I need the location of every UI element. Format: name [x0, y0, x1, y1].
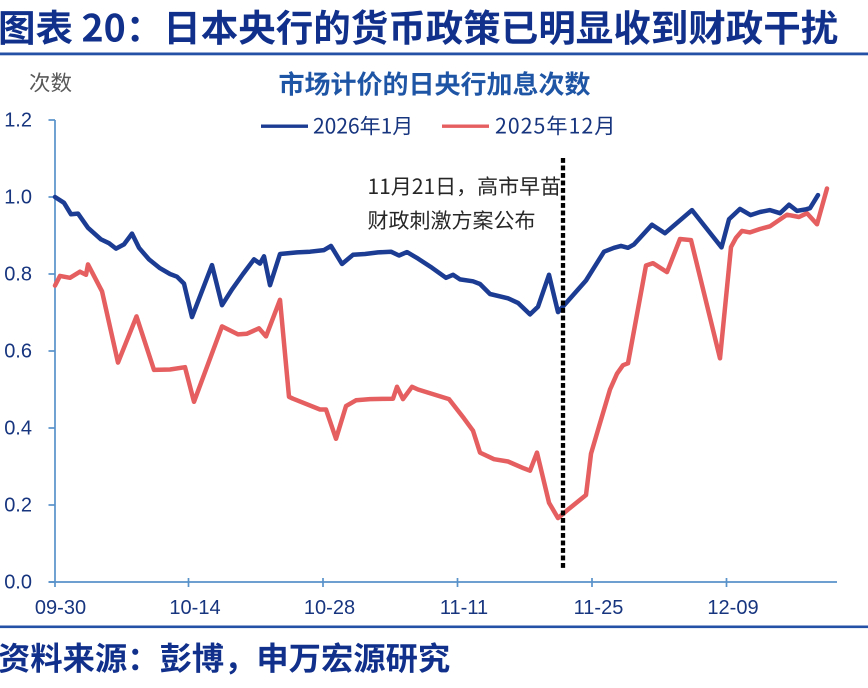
svg-text:11-11: 11-11	[440, 597, 488, 619]
svg-text:11-25: 11-25	[574, 597, 624, 619]
svg-text:0.2: 0.2	[4, 495, 32, 517]
svg-text:0.6: 0.6	[4, 341, 32, 363]
svg-text:1.0: 1.0	[4, 187, 32, 209]
svg-text:0.8: 0.8	[4, 264, 32, 286]
svg-text:10-28: 10-28	[304, 597, 355, 619]
svg-text:0.0: 0.0	[4, 572, 32, 594]
svg-text:1.2: 1.2	[4, 110, 32, 132]
svg-text:12-09: 12-09	[707, 597, 758, 619]
svg-text:09-30: 09-30	[35, 597, 86, 619]
svg-text:0.4: 0.4	[4, 418, 32, 440]
svg-text:10-14: 10-14	[169, 597, 220, 619]
